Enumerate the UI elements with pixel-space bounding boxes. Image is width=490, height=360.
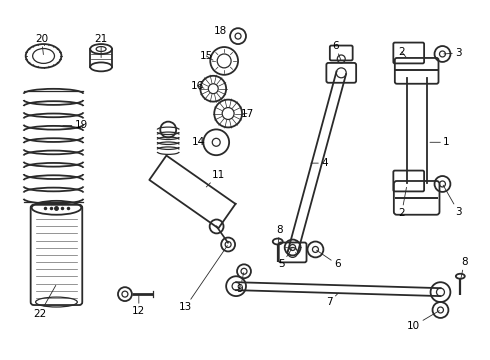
Text: 11: 11 [206, 170, 225, 187]
Text: 1: 1 [430, 137, 450, 147]
Text: 3: 3 [443, 185, 462, 217]
Text: 21: 21 [95, 34, 108, 58]
Text: 6: 6 [332, 41, 341, 60]
Text: 8: 8 [461, 257, 467, 280]
Text: 18: 18 [214, 26, 230, 36]
Text: 3: 3 [444, 48, 462, 58]
Text: 5: 5 [278, 249, 292, 269]
Text: 12: 12 [132, 296, 146, 316]
Text: 2: 2 [398, 187, 407, 218]
Text: 2: 2 [398, 47, 406, 57]
Text: 19: 19 [63, 121, 88, 130]
Text: 17: 17 [241, 108, 254, 118]
Text: 22: 22 [33, 285, 56, 319]
Text: 4: 4 [311, 158, 328, 168]
Text: 14: 14 [192, 137, 205, 147]
Text: 20: 20 [35, 34, 48, 55]
Text: 13: 13 [179, 246, 227, 312]
Text: 10: 10 [407, 311, 439, 331]
Text: 16: 16 [191, 81, 204, 91]
Text: 8: 8 [276, 225, 283, 246]
Text: 15: 15 [200, 51, 213, 61]
Text: 6: 6 [317, 250, 341, 269]
Text: 7: 7 [326, 293, 338, 307]
Text: 9: 9 [237, 273, 244, 294]
